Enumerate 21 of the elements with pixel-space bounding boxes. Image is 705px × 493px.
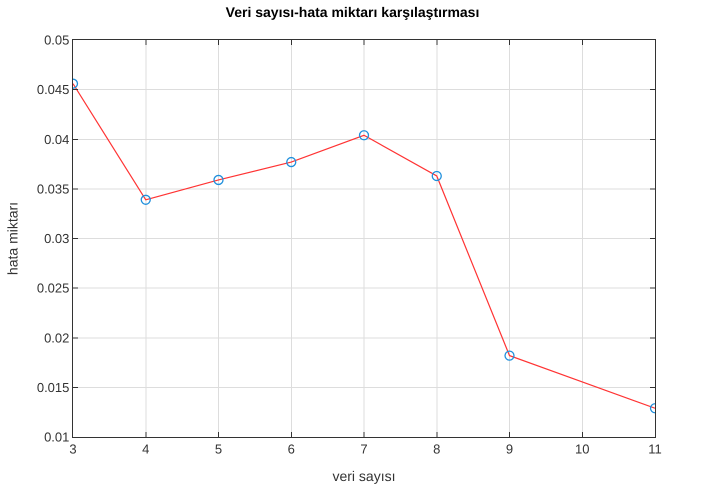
x-tick-label: 8 — [433, 442, 440, 457]
x-axis-title: veri sayısı — [332, 468, 396, 484]
x-tick-label: 6 — [288, 442, 295, 457]
x-tick-label: 4 — [142, 442, 150, 457]
y-tick-label: 0.025 — [36, 280, 70, 296]
y-tick-label: 0.01 — [44, 430, 70, 445]
x-tick-label: 9 — [506, 442, 514, 457]
y-axis-title: hata miktarı — [4, 202, 20, 276]
y-tick-label: 0.05 — [44, 32, 70, 48]
chart-title: Veri sayısı-hata miktarı karşılaştırması — [226, 4, 480, 20]
x-tick-label: 10 — [575, 442, 590, 457]
y-tick-label: 0.045 — [36, 82, 70, 98]
y-tick-label: 0.02 — [44, 330, 70, 346]
y-tick-label: 0.03 — [44, 231, 70, 246]
x-tick-label: 11 — [648, 442, 662, 457]
x-tick-label: 3 — [69, 442, 77, 457]
y-tick-label: 0.04 — [44, 132, 70, 147]
x-tick-label: 5 — [214, 442, 222, 457]
y-tick-label: 0.015 — [36, 380, 70, 395]
x-tick-label: 7 — [360, 442, 368, 457]
y-tick-label: 0.035 — [36, 181, 70, 196]
